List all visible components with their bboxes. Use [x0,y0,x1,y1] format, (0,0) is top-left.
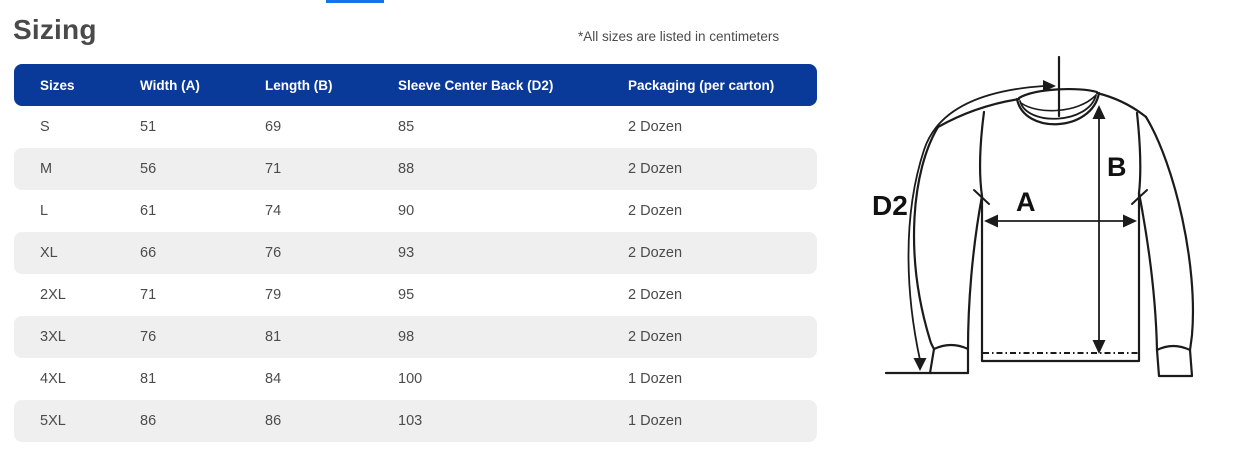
cell-packaging: 1 Dozen [628,413,683,429]
right-cuff [1155,344,1194,378]
collar-rib-line [1020,95,1096,112]
left-armhole-seam [978,110,986,198]
diagram-label-b: B [1107,152,1127,182]
cell-length: 84 [265,371,282,387]
col-header-sizes: Sizes [40,77,75,93]
table-row: 3XL 76 81 98 2 Dozen [14,316,817,358]
left-shoulder [936,97,1021,129]
cell-width: 81 [140,371,157,387]
cell-length: 74 [265,203,282,219]
cell-sleeve: 103 [398,413,423,429]
table-row: 5XL 86 86 103 1 Dozen [14,400,817,442]
left-cuff [928,343,970,375]
unit-note: *All sizes are listed in centimeters [578,29,780,44]
cell-width: 56 [140,161,157,177]
cell-width: 86 [140,413,157,429]
col-header-sleeve: Sleeve Center Back (D2) [398,77,554,93]
right-sleeve-inner [1137,191,1159,352]
cell-width: 61 [140,203,157,219]
collar-top-edge [1017,87,1099,100]
cell-packaging: 2 Dozen [628,329,683,345]
cell-sleeve: 88 [398,161,415,177]
cell-width: 71 [140,287,157,303]
table-row: L 61 74 90 2 Dozen [14,190,817,232]
cell-size: 2XL [40,287,66,303]
cell-packaging: 2 Dozen [628,245,683,261]
cell-packaging: 2 Dozen [628,161,683,177]
sleeve-center-back-arrowhead-top [1043,80,1056,92]
cell-length: 86 [265,413,282,429]
cell-size: 3XL [40,329,66,345]
diagram-label-a: A [1016,187,1036,217]
left-sleeve-inner [966,194,984,351]
sleeve-center-back-arrow-line [907,85,1045,361]
page-title: Sizing [13,14,97,45]
cell-length: 79 [265,287,282,303]
right-armhole-seam [1135,111,1142,195]
cell-size: 4XL [40,371,66,387]
sizing-table: Sizes Width (A) Length (B) Sleeve Center… [14,64,817,442]
right-sleeve-outer [1144,115,1195,352]
cell-sleeve: 90 [398,203,415,219]
cell-size: M [40,161,53,177]
cell-length: 81 [265,329,282,345]
cell-sleeve: 95 [398,287,415,303]
table-row: S 51 69 85 2 Dozen [14,106,817,148]
cell-packaging: 2 Dozen [628,287,683,303]
cell-width: 76 [140,329,157,345]
col-header-length: Length (B) [265,77,333,93]
table-header-row: Sizes Width (A) Length (B) Sleeve Center… [14,64,817,106]
cell-length: 69 [265,119,282,135]
cell-size: 5XL [40,413,66,429]
collar-outer-rim [1015,91,1101,126]
body-outline [980,191,1141,363]
left-sleeve-outer [912,125,940,351]
cell-width: 66 [140,245,157,261]
cell-packaging: 1 Dozen [628,371,683,387]
cell-packaging: 2 Dozen [628,203,683,219]
width-arrowhead-left [984,214,998,228]
left-armpit-tick [973,189,990,205]
cell-packaging: 2 Dozen [628,119,683,135]
sleeve-center-back-arrowhead-bottom [913,358,927,371]
sweatshirt-measurement-diagram: D2 A B [860,50,1243,390]
cell-sleeve: 85 [398,119,415,135]
table-row: XL 66 76 93 2 Dozen [14,232,817,274]
cell-sleeve: 98 [398,329,415,345]
col-header-width: Width (A) [140,77,200,93]
cell-length: 76 [265,245,282,261]
sweatshirt-diagram-svg: D2 A B [872,55,1195,378]
cell-size: XL [40,245,58,261]
cell-sleeve: 93 [398,245,415,261]
cell-length: 71 [265,161,282,177]
table-row: 4XL 81 84 100 1 Dozen [14,358,817,400]
diagram-label-d2: D2 [872,190,908,221]
table-row: M 56 71 88 2 Dozen [14,148,817,190]
cell-size: L [40,203,49,219]
cell-sleeve: 100 [398,371,423,387]
length-arrowhead-bottom [1092,340,1106,354]
table-row: 2XL 71 79 95 2 Dozen [14,274,817,316]
col-header-packaging: Packaging (per carton) [628,77,775,93]
cell-width: 51 [140,119,157,135]
right-armpit-tick [1131,189,1148,205]
active-tab-indicator[interactable] [326,0,384,3]
right-shoulder [1095,91,1148,119]
length-arrowhead-top [1092,105,1106,119]
collar-inner-rim [1019,94,1097,120]
width-arrowhead-right [1123,214,1137,228]
cell-size: S [40,119,50,135]
